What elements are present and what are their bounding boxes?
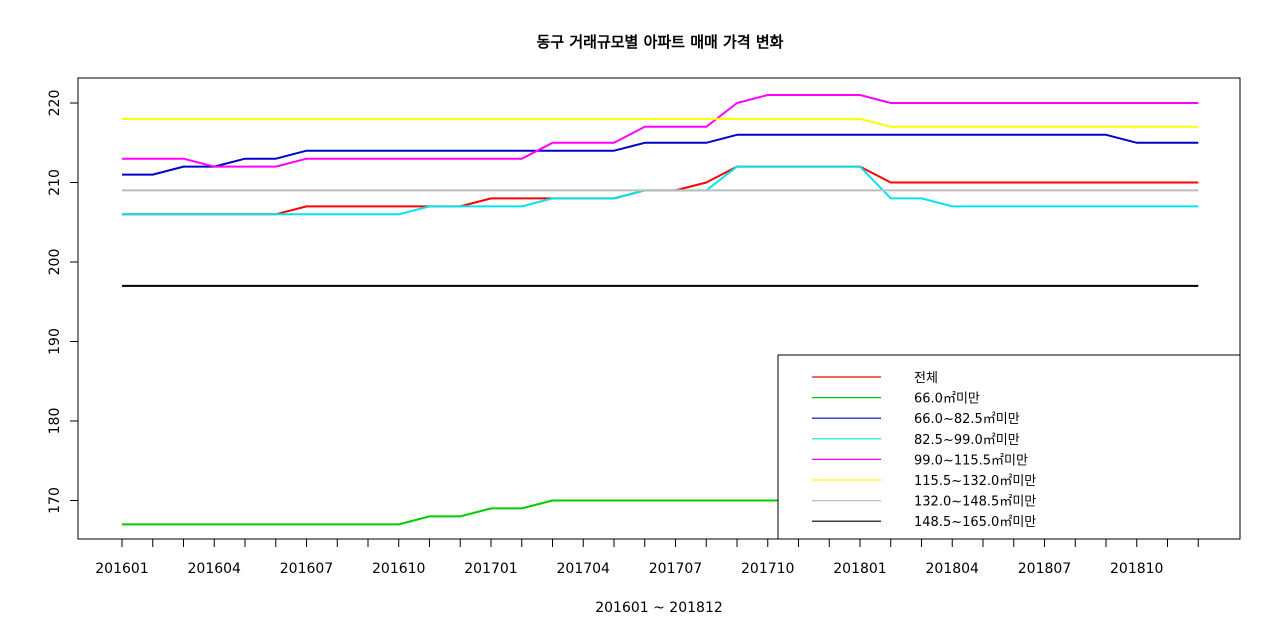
x-tick-label: 201810	[1110, 561, 1163, 577]
x-tick-label: 201704	[557, 561, 611, 577]
legend-label: 전체	[914, 371, 938, 386]
legend-label: 82.5~99.0㎡미만	[914, 433, 1020, 448]
series-line-4	[122, 94, 1199, 168]
series-line-5	[122, 117, 1199, 128]
y-tick-label: 170	[47, 487, 63, 514]
series-lines	[122, 94, 1199, 526]
x-tick-label: 201807	[1018, 561, 1071, 577]
x-tick-label: 201601	[95, 561, 148, 577]
x-tick-label: 201610	[372, 561, 425, 577]
x-tick-label: 201701	[464, 561, 517, 577]
y-tick-label: 220	[47, 90, 63, 117]
legend-label: 132.0~148.5㎡미만	[914, 495, 1036, 510]
x-tick-label: 201607	[280, 561, 333, 577]
series-line-2	[122, 133, 1199, 176]
legend-label: 148.5~165.0㎡미만	[914, 515, 1036, 530]
y-tick-label: 190	[47, 328, 63, 355]
x-tick-label: 201604	[188, 561, 242, 577]
x-tick-label: 201801	[833, 561, 886, 577]
legend-label: 66.0㎡미만	[914, 392, 980, 407]
x-axis-label: 201601 ~ 201812	[595, 600, 723, 616]
plot-frame	[77, 77, 1241, 540]
plot-area: 170 180 190 200 210 220 201601 201604 201607 2016…	[47, 90, 1199, 577]
x-tick-label: 201710	[741, 561, 794, 577]
legend-label: 115.5~132.0㎡미만	[914, 474, 1036, 489]
y-tick-label: 210	[47, 169, 63, 196]
legend-label: 99.0~115.5㎡미만	[914, 453, 1028, 468]
x-tick-label: 201804	[926, 561, 980, 577]
legend: 전체 66.0㎡미만 66.0~82.5㎡미만 82.5~99.0㎡미만 99.0~11…	[777, 354, 1241, 540]
x-tick-label: 201707	[649, 561, 702, 577]
legend-label: 66.0~82.5㎡미만	[914, 412, 1020, 427]
y-tick-label: 200	[47, 249, 63, 276]
chart-title: 동구 거래규모별 아파트 매매 가격 변화	[537, 33, 784, 51]
y-tick-label: 180	[47, 408, 63, 435]
legend-box	[777, 354, 1241, 540]
